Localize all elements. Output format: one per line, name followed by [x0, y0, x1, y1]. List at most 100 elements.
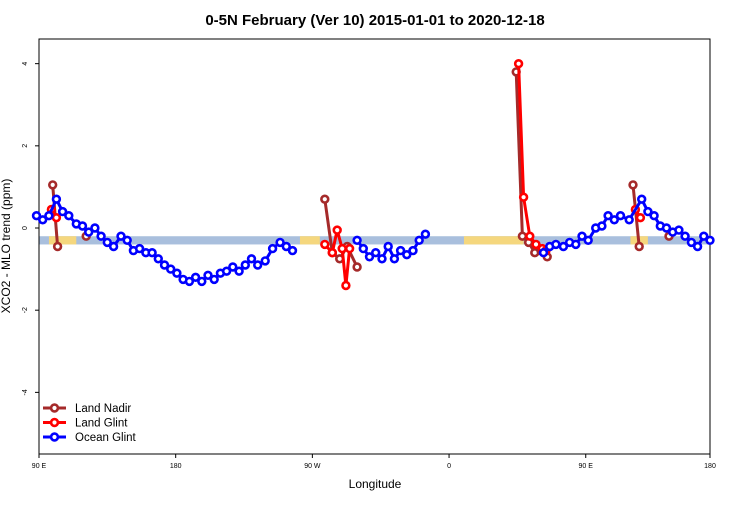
data-point	[577, 231, 587, 241]
data-point	[320, 194, 330, 204]
data-point	[699, 231, 709, 241]
data-point	[692, 241, 703, 252]
data-point	[64, 211, 74, 221]
legend: Land Nadir Land Glint Ocean Glint	[43, 403, 137, 444]
y-tick-label: 0	[22, 226, 29, 230]
data-point	[609, 215, 619, 225]
data-point	[172, 268, 182, 278]
series-land-glint	[46, 58, 646, 291]
data-point	[371, 248, 381, 258]
data-point	[166, 264, 176, 274]
legend-label: Land Nadir	[75, 403, 131, 415]
data-point	[352, 262, 362, 272]
data-point	[90, 223, 100, 233]
data-point	[51, 213, 62, 223]
data-point	[44, 211, 54, 221]
chart-title: 0-5N February (Ver 10) 2015-01-01 to 202…	[205, 12, 544, 29]
y-tick-label: 2	[22, 144, 29, 148]
x-tick-label: 90 E	[32, 463, 47, 470]
y-tick-label: -2	[22, 307, 29, 313]
data-point	[287, 245, 298, 256]
data-point	[153, 254, 164, 264]
x-tick-label: 0	[447, 463, 451, 470]
series-line	[631, 184, 641, 247]
data-point	[402, 250, 412, 260]
x-axis-ticks: 90 E 180 90 W 0 90 E 180	[32, 454, 716, 470]
data-point	[327, 248, 337, 258]
data-point	[332, 225, 342, 235]
data-point	[275, 237, 285, 248]
data-point	[358, 243, 368, 254]
series-layer	[31, 58, 715, 291]
data-point	[538, 248, 549, 258]
y-axis-label: XCO2 - MLO trend (ppm)	[0, 179, 13, 314]
data-point	[408, 245, 418, 256]
data-point	[364, 252, 375, 262]
legend-swatch-marker	[49, 432, 60, 442]
series-ocean-glint	[31, 194, 715, 287]
data-point	[571, 239, 581, 250]
data-point	[246, 254, 257, 264]
data-point	[603, 211, 613, 221]
data-point	[31, 211, 42, 221]
data-point	[77, 221, 88, 231]
band-land-1	[299, 236, 320, 245]
series-land-nadir	[47, 67, 674, 272]
data-point	[116, 231, 126, 241]
data-point	[628, 180, 638, 190]
data-point	[661, 223, 672, 233]
data-point	[253, 260, 263, 270]
data-point	[395, 245, 406, 256]
data-point	[680, 231, 690, 241]
data-point	[686, 237, 697, 248]
data-point	[531, 239, 541, 250]
plot-frame	[38, 38, 711, 455]
legend-label: Ocean Glint	[75, 432, 137, 444]
data-point	[209, 274, 219, 285]
data-point	[583, 235, 593, 246]
data-point	[240, 260, 251, 270]
data-point	[108, 241, 119, 252]
data-point	[341, 280, 351, 291]
data-point	[147, 248, 157, 258]
data-point	[352, 235, 362, 246]
data-point	[134, 243, 145, 254]
data-point	[320, 239, 330, 250]
data-point	[635, 213, 646, 223]
data-point	[615, 211, 626, 221]
data-point	[47, 180, 58, 190]
data-point	[190, 272, 201, 282]
data-point	[377, 254, 387, 264]
data-point	[344, 243, 355, 254]
data-point	[96, 231, 106, 241]
y-tick-label: -4	[22, 389, 29, 395]
data-point	[234, 266, 244, 276]
data-point	[558, 241, 569, 252]
data-point	[197, 276, 207, 287]
x-tick-label: 180	[704, 463, 716, 470]
data-point	[420, 229, 431, 239]
data-point	[513, 58, 524, 69]
data-point	[281, 241, 291, 252]
data-point	[518, 192, 529, 202]
data-point	[159, 260, 170, 270]
legend-swatch-marker	[49, 417, 60, 428]
data-point	[551, 239, 561, 250]
data-point	[102, 237, 113, 248]
data-point	[337, 243, 347, 254]
data-point	[597, 221, 607, 231]
data-point	[624, 215, 634, 225]
data-point	[37, 215, 48, 225]
data-point	[267, 243, 278, 254]
data-point	[228, 262, 238, 272]
data-point	[221, 266, 232, 276]
data-point	[83, 227, 94, 237]
band-land-2	[463, 236, 524, 245]
data-point	[636, 194, 647, 204]
data-point	[414, 235, 424, 246]
data-point	[389, 254, 400, 264]
x-tick-label: 180	[170, 463, 182, 470]
data-point	[51, 194, 62, 204]
